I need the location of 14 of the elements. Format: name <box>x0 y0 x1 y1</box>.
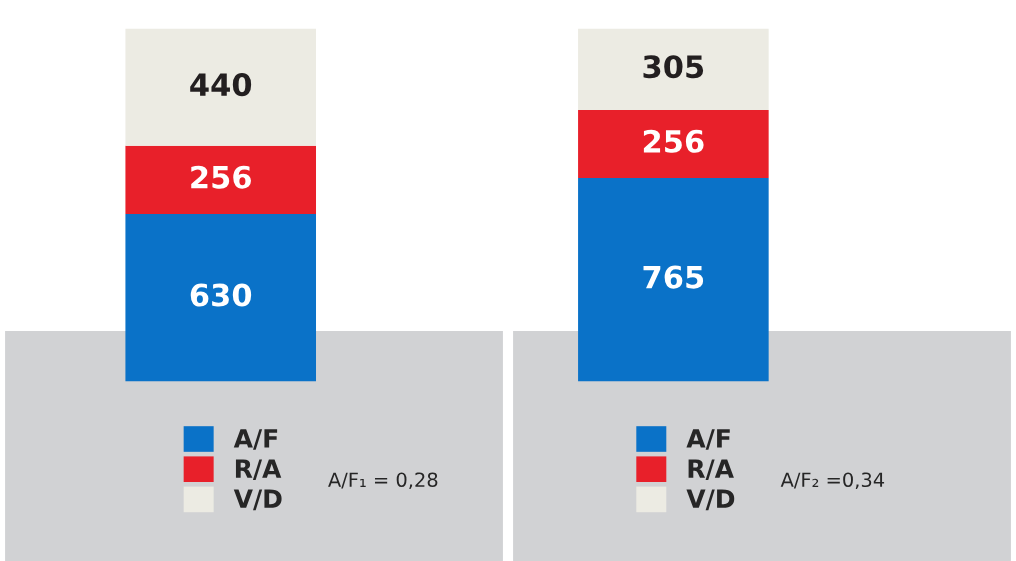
data-label: 765 <box>643 265 704 289</box>
legend-label: A/F <box>233 429 278 450</box>
text: A/F₂ =0,34 <box>780 472 885 490</box>
data-label: 630 <box>190 283 252 307</box>
data-label: 256 <box>643 129 704 153</box>
legend-label: R/A <box>235 459 282 480</box>
text: A/F₁ = 0,28 <box>328 472 438 490</box>
data-label: 305 <box>643 55 704 79</box>
legend-label: R/A <box>688 459 734 480</box>
legend-label: A/F <box>686 429 730 450</box>
legend-label: V/D <box>686 489 735 511</box>
legend-label: V/D <box>233 489 282 511</box>
data-label: 440 <box>190 73 252 97</box>
data-label: 256 <box>191 165 251 189</box>
